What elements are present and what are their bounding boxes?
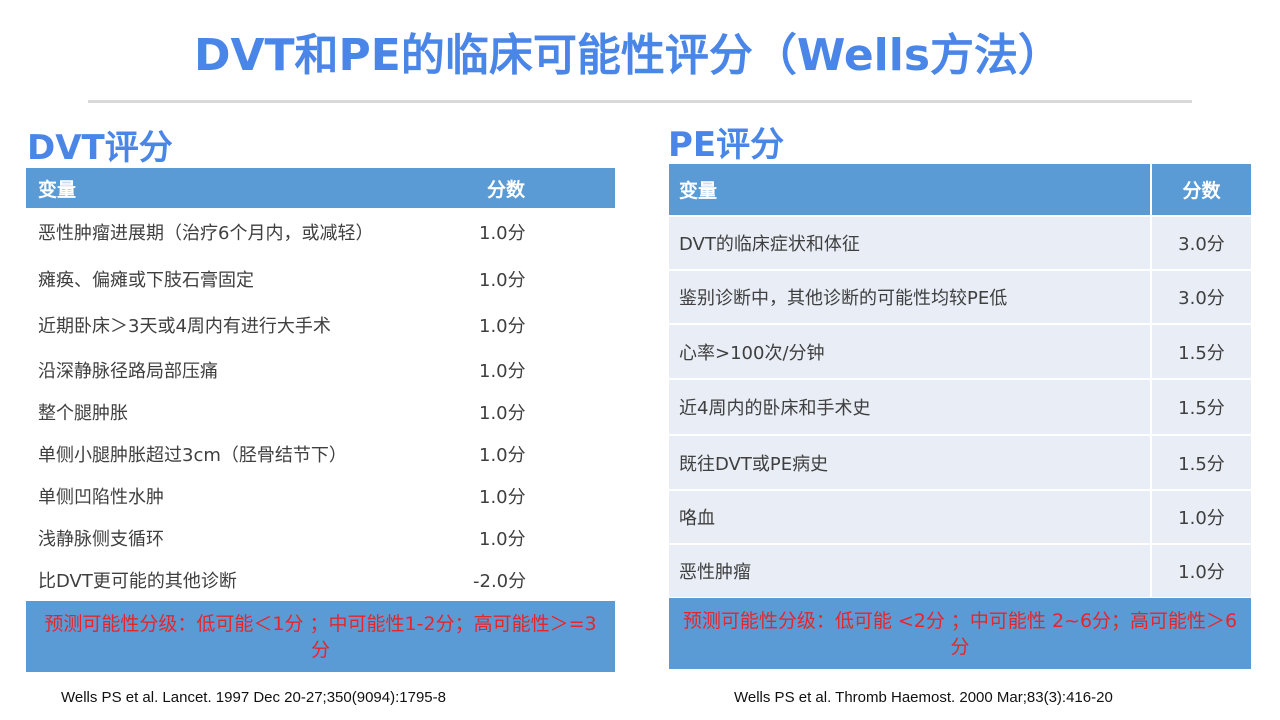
row-variable: 近期卧床＞3天或4周内有进行大手术 (38, 316, 331, 337)
table-row: 恶性肿瘤 1.0分 (669, 543, 1251, 597)
pe-reference: Wells PS et al. Thromb Haemost. 2000 Mar… (734, 689, 1113, 706)
row-score: -2.0分 (473, 571, 527, 592)
row-score: 1.0分 (479, 316, 526, 337)
table-row: 沿深静脉径路局部压痛 1.0分 (26, 348, 615, 391)
row-score: 1.0分 (479, 403, 526, 424)
table-row: 比DVT更可能的其他诊断 -2.0分 (26, 559, 615, 601)
row-score: 1.0分 (479, 445, 526, 466)
table-row: 既往DVT或PE病史 1.5分 (669, 434, 1251, 489)
dvt-risk-classification: 预测可能性分级：低可能＜1分 ；中可能性1-2分；高可能性＞=3分 (26, 601, 615, 672)
dvt-table-header: 变量 分数 (26, 168, 615, 208)
row-variable: 鉴别诊断中，其他诊断的可能性均较PE低 (669, 271, 1152, 323)
pe-header-variable: 变量 (669, 164, 1152, 215)
pe-header-score: 分数 (1182, 180, 1221, 202)
table-row: 浅静脉侧支循环 1.0分 (26, 517, 615, 559)
table-row: 近期卧床＞3天或4周内有进行大手术 1.0分 (26, 302, 615, 348)
row-score: 1.0分 (1178, 562, 1225, 583)
pe-risk-classification: 预测可能性分级：低可能 <2分 ；中可能性 2~6分；高可能性＞6分 (669, 598, 1251, 669)
row-score: 1.0分 (479, 529, 526, 550)
row-variable: 心率>100次/分钟 (669, 325, 1152, 378)
row-variable: 浅静脉侧支循环 (38, 529, 164, 550)
title-divider (88, 100, 1192, 103)
row-variable: 恶性肿瘤 (669, 545, 1152, 597)
table-row: 恶性肿瘤进展期（治疗6个月内，或减轻） 1.0分 (26, 208, 615, 255)
row-score: 1.5分 (1178, 453, 1225, 475)
row-score: 1.0分 (479, 487, 526, 508)
row-score: 1.0分 (479, 269, 526, 291)
row-score: 1.0分 (479, 222, 526, 244)
row-score: 1.0分 (1178, 508, 1225, 529)
pe-table-header: 变量 分数 (669, 164, 1251, 215)
row-score: 3.0分 (1178, 288, 1225, 309)
dvt-header-variable: 变量 (38, 178, 77, 201)
table-row: 单侧凹陷性水肿 1.0分 (26, 475, 615, 517)
row-variable: 瘫痪、偏瘫或下肢石膏固定 (38, 269, 254, 291)
row-score: 1.5分 (1178, 398, 1225, 419)
row-variable: 比DVT更可能的其他诊断 (38, 571, 237, 592)
dvt-section-title: DVT评分 (27, 128, 173, 168)
row-variable: 近4周内的卧床和手术史 (669, 380, 1152, 434)
row-score: 1.0分 (479, 360, 526, 382)
table-row: 咯血 1.0分 (669, 489, 1251, 543)
row-variable: 恶性肿瘤进展期（治疗6个月内，或减轻） (38, 222, 374, 244)
row-score: 1.5分 (1178, 342, 1225, 364)
row-variable: 沿深静脉径路局部压痛 (38, 360, 218, 382)
pe-score-table: 变量 分数 DVT的临床症状和体征 3.0分 鉴别诊断中，其他诊断的可能性均较P… (669, 164, 1251, 597)
row-variable: 咯血 (669, 491, 1152, 543)
row-variable: 整个腿肿胀 (38, 403, 128, 424)
row-variable: DVT的临床症状和体征 (669, 217, 1152, 269)
row-variable: 单侧凹陷性水肿 (38, 487, 164, 508)
row-variable: 既往DVT或PE病史 (669, 436, 1152, 489)
table-row: 单侧小腿肿胀超过3cm（胫骨结节下） 1.0分 (26, 433, 615, 475)
pe-section-title: PE评分 (668, 125, 785, 165)
table-row: 整个腿肿胀 1.0分 (26, 391, 615, 433)
dvt-score-table: 变量 分数 恶性肿瘤进展期（治疗6个月内，或减轻） 1.0分 瘫痪、偏瘫或下肢石… (26, 168, 615, 601)
table-row: 瘫痪、偏瘫或下肢石膏固定 1.0分 (26, 255, 615, 302)
table-row: 鉴别诊断中，其他诊断的可能性均较PE低 3.0分 (669, 269, 1251, 323)
row-score: 3.0分 (1178, 234, 1225, 255)
table-row: 心率>100次/分钟 1.5分 (669, 323, 1251, 378)
slide-title: DVT和PE的临床可能性评分（Wells方法） (193, 30, 1063, 81)
dvt-header-score: 分数 (487, 178, 526, 201)
dvt-reference: Wells PS et al. Lancet. 1997 Dec 20-27;3… (61, 689, 446, 706)
row-variable: 单侧小腿肿胀超过3cm（胫骨结节下） (38, 445, 347, 466)
table-row: DVT的临床症状和体征 3.0分 (669, 215, 1251, 269)
table-row: 近4周内的卧床和手术史 1.5分 (669, 378, 1251, 434)
